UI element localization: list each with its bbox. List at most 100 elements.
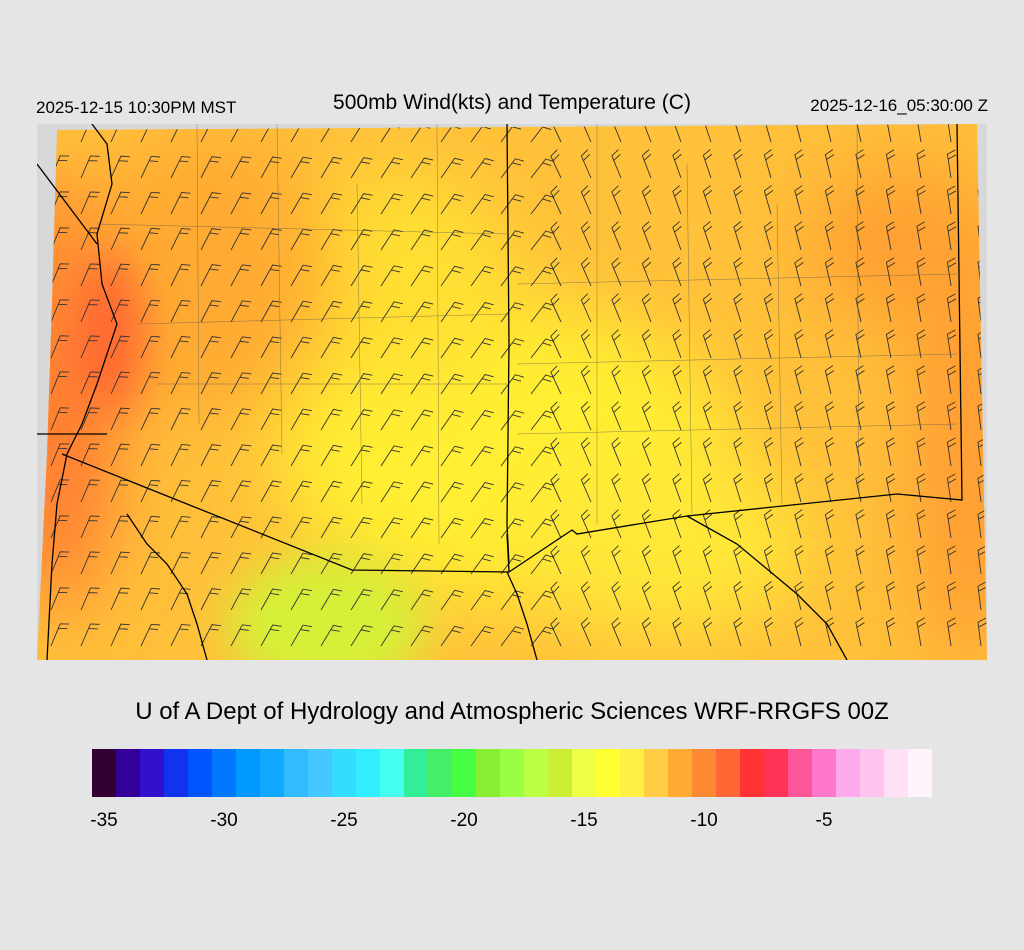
wind-barb — [320, 156, 343, 179]
wind-barb — [946, 581, 957, 611]
colorbar-swatch — [500, 749, 524, 797]
wind-barb — [230, 192, 252, 215]
wind-barb — [763, 124, 774, 143]
wind-barb — [230, 336, 252, 359]
wind-barb — [946, 437, 957, 467]
wind-barb — [885, 149, 896, 179]
wind-barb — [855, 473, 865, 503]
wind-barb — [977, 581, 987, 611]
wind-barb — [50, 551, 70, 575]
wind-barb — [50, 335, 70, 359]
colorbar-tick-label: -35 — [90, 810, 118, 831]
wind-barb — [350, 409, 373, 431]
wind-barb — [110, 371, 130, 395]
wind-barb — [230, 408, 252, 431]
colorbar-swatch — [164, 749, 188, 797]
wind-barb — [260, 336, 282, 359]
wind-barb — [170, 479, 191, 503]
wind-barb — [702, 221, 713, 251]
wind-barb — [916, 365, 926, 395]
wind-barb — [855, 257, 865, 287]
wind-barb — [200, 480, 221, 503]
wind-barb — [140, 335, 161, 359]
wind-barb — [170, 191, 191, 215]
wind-barb — [885, 401, 896, 431]
wind-barb — [550, 124, 562, 143]
wind-barb — [80, 263, 100, 287]
wind-barb — [916, 124, 926, 143]
colorbar-swatch — [620, 749, 644, 797]
wind-barb — [916, 473, 926, 503]
wind-barb — [110, 551, 130, 575]
wind-barb — [320, 372, 343, 395]
wind-barb — [580, 473, 592, 503]
wind-barb — [855, 149, 865, 179]
wind-barb — [550, 437, 562, 467]
colorbar-swatch — [740, 749, 764, 797]
wind-barb — [824, 581, 835, 611]
wind-barb — [350, 517, 373, 539]
wind-barb — [410, 589, 434, 611]
wind-barb — [794, 329, 804, 359]
wind-barb — [80, 371, 100, 395]
wind-barb — [260, 588, 282, 611]
wind-barb — [580, 365, 592, 395]
wind-barb — [580, 293, 592, 323]
wind-barb — [763, 473, 774, 503]
wind-barb — [733, 509, 743, 539]
wind-barb — [530, 626, 555, 647]
wind-barb — [794, 581, 804, 611]
wind-barb — [733, 401, 743, 431]
wind-barb — [672, 124, 682, 143]
wind-barb — [410, 553, 434, 575]
wind-barb — [530, 590, 555, 611]
wind-barb — [290, 552, 312, 575]
wind-barb — [110, 623, 130, 647]
wind-barb — [320, 624, 343, 647]
wind-barb — [230, 588, 252, 611]
wind-barb — [702, 329, 713, 359]
wind-barb — [916, 401, 926, 431]
wind-barb — [320, 444, 343, 467]
wind-barb — [140, 479, 161, 503]
wind-barb — [855, 437, 865, 467]
wind-barb — [824, 185, 835, 215]
wind-barb — [290, 624, 312, 647]
wind-barb — [530, 194, 555, 215]
wind-barb — [440, 337, 464, 359]
wind-barb — [530, 230, 555, 251]
colorbar-swatch — [92, 749, 116, 797]
wind-barb — [733, 149, 743, 179]
colorbar-swatch — [860, 749, 884, 797]
wind-barb — [672, 221, 682, 251]
wind-barb — [140, 299, 161, 323]
wind-barb — [290, 588, 312, 611]
colorbar-tick-label: -15 — [570, 810, 598, 831]
wind-barb — [550, 365, 562, 395]
wind-barb — [230, 300, 252, 323]
wind-barb — [611, 509, 622, 539]
wind-barb — [763, 581, 774, 611]
colorbar-swatch — [452, 749, 476, 797]
wind-barb — [140, 587, 161, 611]
wind-barb — [794, 365, 804, 395]
wind-barb — [733, 185, 743, 215]
temperature-wind-map — [37, 124, 987, 660]
wind-barb — [410, 625, 434, 647]
wind-barb — [530, 338, 555, 359]
wind-barb — [580, 545, 592, 575]
wind-barb — [702, 401, 713, 431]
wind-barb — [641, 401, 652, 431]
wind-barb — [641, 617, 652, 647]
wind-barb — [580, 329, 592, 359]
wind-barb — [530, 446, 555, 467]
wind-barb — [611, 617, 622, 647]
wind-barb — [824, 293, 835, 323]
wind-barb — [320, 588, 343, 611]
wind-barb — [824, 221, 835, 251]
wind-barb — [440, 553, 464, 575]
wind-barb — [550, 257, 562, 287]
wind-barb — [500, 626, 525, 647]
wind-barb — [380, 409, 403, 431]
wind-barb — [763, 329, 774, 359]
